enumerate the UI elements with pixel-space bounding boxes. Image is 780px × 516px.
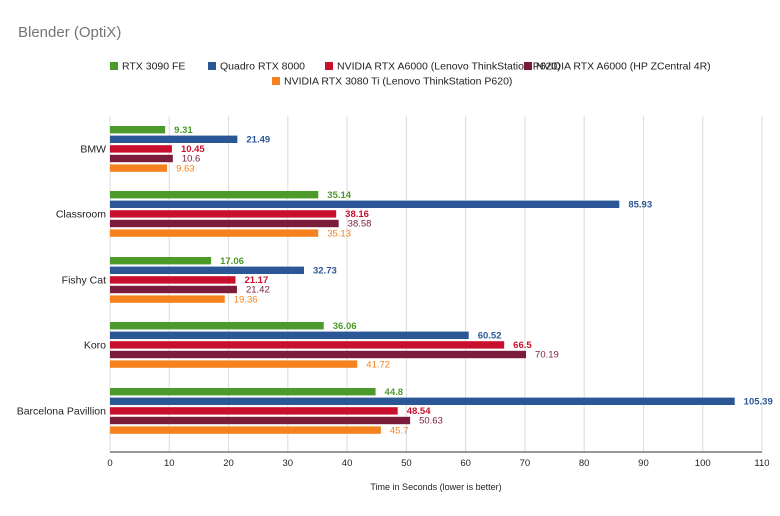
data-label: 21.42 <box>246 285 270 296</box>
x-tick-label: 10 <box>164 458 175 469</box>
bar <box>110 397 735 405</box>
legend-label: Quadro RTX 8000 <box>220 61 305 73</box>
data-label: 105.39 <box>744 397 773 408</box>
bar <box>110 341 505 349</box>
data-label: 48.54 <box>407 406 431 417</box>
gridlines <box>109 116 763 452</box>
legend-swatch <box>524 62 532 70</box>
data-label: 36.06 <box>333 321 357 332</box>
category-label: Koro <box>84 339 106 351</box>
bar <box>110 407 398 415</box>
x-tick-label: 60 <box>460 458 471 469</box>
bar <box>110 266 304 274</box>
legend-item: NVIDIA RTX A6000 (HP ZCentral 4R) <box>524 61 711 73</box>
legend-swatch <box>325 62 333 70</box>
x-tick-label: 90 <box>638 458 649 469</box>
data-label: 21.49 <box>246 135 270 146</box>
bar <box>110 210 337 218</box>
bar <box>110 135 238 143</box>
bar <box>110 257 212 265</box>
data-label: 45.7 <box>390 425 409 436</box>
bar <box>110 295 225 303</box>
category-label: Classroom <box>56 208 106 220</box>
bar <box>110 388 376 396</box>
category-label: Fishy Cat <box>62 274 106 286</box>
x-tick-label: 40 <box>342 458 353 469</box>
data-label: 41.72 <box>366 359 390 370</box>
data-label: 17.06 <box>220 256 244 267</box>
legend-label: NVIDIA RTX 3080 Ti (Lenovo ThinkStation … <box>284 76 512 88</box>
bar <box>110 360 358 368</box>
x-tick-label: 70 <box>520 458 531 469</box>
x-tick-label: 80 <box>579 458 590 469</box>
data-label: 19.36 <box>234 294 258 305</box>
legend-label: NVIDIA RTX A6000 (Lenovo ThinkStation P6… <box>337 61 561 73</box>
data-label: 10.45 <box>181 144 205 155</box>
x-tick-label: 110 <box>754 458 769 469</box>
data-label: 60.52 <box>478 331 502 342</box>
data-label: 38.58 <box>348 219 372 230</box>
bar <box>110 276 236 284</box>
category-label: Barcelona Pavillion <box>17 405 106 417</box>
x-tick-label: 50 <box>401 458 412 469</box>
bar <box>110 285 237 294</box>
bar <box>110 322 324 330</box>
legend-label: RTX 3090 FE <box>122 61 185 73</box>
legend-item: Quadro RTX 8000 <box>208 61 305 73</box>
data-label: 38.16 <box>345 209 369 220</box>
data-label: 85.93 <box>628 200 652 211</box>
data-label: 21.17 <box>244 275 268 286</box>
data-label: 35.13 <box>327 228 351 239</box>
bar <box>110 331 469 339</box>
x-tick-label: 30 <box>283 458 294 469</box>
bars <box>110 126 735 434</box>
data-label: 50.63 <box>419 416 443 427</box>
data-label: 70.19 <box>535 350 559 361</box>
bar <box>110 426 381 434</box>
legend-swatch <box>272 77 280 85</box>
category-labels: BMW Classroom Fishy Cat Koro Barcelona Pavil… <box>17 143 107 417</box>
data-label: 9.63 <box>176 163 195 174</box>
data-label: 10.6 <box>182 154 201 165</box>
bar <box>110 126 166 134</box>
bar <box>110 191 319 199</box>
x-axis-label: Time in Seconds (lower is better) <box>370 482 501 492</box>
x-axis-ticks: 0 10 20 30 40 50 60 70 80 90 100 110 <box>107 458 769 469</box>
bar <box>110 200 620 208</box>
chart-title: Blender (OptiX) <box>18 24 122 41</box>
legend-item: NVIDIA RTX 3080 Ti (Lenovo ThinkStation … <box>272 76 512 88</box>
category-label: BMW <box>80 143 106 155</box>
legend-item: RTX 3090 FE <box>110 61 185 73</box>
legend-label: NVIDIA RTX A6000 (HP ZCentral 4R) <box>536 61 711 73</box>
x-tick-label: 100 <box>695 458 711 469</box>
data-label: 32.73 <box>313 266 337 277</box>
legend-item: NVIDIA RTX A6000 (Lenovo ThinkStation P6… <box>325 61 561 73</box>
legend-swatch <box>208 62 216 70</box>
bar <box>110 229 319 237</box>
bar <box>110 219 339 228</box>
bar <box>110 154 173 163</box>
data-label: 66.5 <box>513 340 532 351</box>
bar <box>110 164 168 172</box>
x-tick-label: 0 <box>107 458 112 469</box>
legend: RTX 3090 FE Quadro RTX 8000 NVIDIA RTX A60… <box>110 61 711 88</box>
bar <box>110 350 527 359</box>
bar <box>110 416 411 425</box>
data-label: 44.8 <box>385 387 404 398</box>
data-label: 9.31 <box>174 125 193 136</box>
legend-swatch <box>110 62 118 70</box>
data-label: 35.14 <box>327 190 351 201</box>
bar <box>110 145 172 153</box>
x-tick-label: 20 <box>223 458 234 469</box>
